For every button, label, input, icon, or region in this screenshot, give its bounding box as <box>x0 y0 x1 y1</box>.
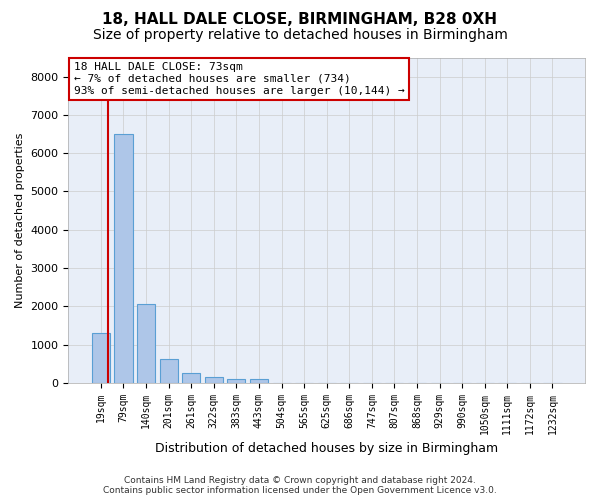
Text: 18, HALL DALE CLOSE, BIRMINGHAM, B28 0XH: 18, HALL DALE CLOSE, BIRMINGHAM, B28 0XH <box>103 12 497 28</box>
Text: 18 HALL DALE CLOSE: 73sqm
← 7% of detached houses are smaller (734)
93% of semi-: 18 HALL DALE CLOSE: 73sqm ← 7% of detach… <box>74 62 404 96</box>
Text: Size of property relative to detached houses in Birmingham: Size of property relative to detached ho… <box>92 28 508 42</box>
Bar <box>182 373 200 383</box>
Bar <box>115 134 133 383</box>
Bar <box>250 380 268 383</box>
Y-axis label: Number of detached properties: Number of detached properties <box>15 132 25 308</box>
Bar <box>92 333 110 383</box>
Bar <box>160 359 178 383</box>
Bar <box>227 380 245 383</box>
Bar <box>205 378 223 383</box>
Text: Contains HM Land Registry data © Crown copyright and database right 2024.
Contai: Contains HM Land Registry data © Crown c… <box>103 476 497 495</box>
Bar <box>137 304 155 383</box>
X-axis label: Distribution of detached houses by size in Birmingham: Distribution of detached houses by size … <box>155 442 498 455</box>
